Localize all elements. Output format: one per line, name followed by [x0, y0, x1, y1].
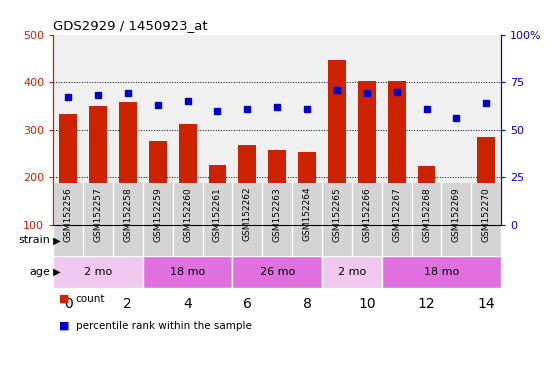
Bar: [298, 152, 316, 225]
Bar: [358, 81, 376, 225]
Text: GSM152259: GSM152259: [153, 187, 162, 242]
Text: GDS2929 / 1450923_at: GDS2929 / 1450923_at: [53, 19, 208, 32]
Text: 26 mo: 26 mo: [260, 267, 295, 277]
Bar: [119, 102, 137, 225]
Text: ▶: ▶: [50, 235, 61, 245]
Bar: [232, 256, 322, 288]
Text: GSM152264: GSM152264: [302, 187, 311, 242]
Text: GSM152267: GSM152267: [392, 187, 401, 242]
Bar: [328, 60, 346, 225]
Text: GSM152266: GSM152266: [362, 187, 371, 242]
Text: GSM152265: GSM152265: [333, 187, 342, 242]
Text: percentile rank within the sample: percentile rank within the sample: [76, 321, 251, 331]
Bar: [447, 188, 465, 225]
Bar: [322, 225, 501, 256]
Text: GSM152257: GSM152257: [94, 187, 102, 242]
Text: GSM152261: GSM152261: [213, 187, 222, 242]
Text: GSM152256: GSM152256: [64, 187, 73, 242]
Text: GSM152270: GSM152270: [482, 187, 491, 242]
Bar: [149, 141, 167, 225]
Text: GSM152269: GSM152269: [452, 187, 461, 242]
Bar: [268, 150, 286, 225]
Text: count: count: [76, 294, 105, 304]
Text: GSM152263: GSM152263: [273, 187, 282, 242]
Text: 18 mo: 18 mo: [424, 267, 459, 277]
Bar: [89, 106, 107, 225]
Text: DBA/2J: DBA/2J: [393, 235, 431, 245]
Bar: [388, 81, 405, 225]
Bar: [53, 256, 143, 288]
Text: GSM152268: GSM152268: [422, 187, 431, 242]
Text: GSM152258: GSM152258: [123, 187, 132, 242]
Text: C57BL/6J: C57BL/6J: [163, 235, 212, 245]
Bar: [382, 256, 501, 288]
Bar: [143, 256, 232, 288]
Text: ▶: ▶: [50, 267, 61, 277]
Text: 18 mo: 18 mo: [170, 267, 205, 277]
Bar: [208, 165, 226, 225]
Text: ■: ■: [59, 294, 69, 304]
Text: GSM152262: GSM152262: [243, 187, 252, 242]
Bar: [59, 114, 77, 225]
Bar: [53, 225, 322, 256]
Text: ■: ■: [59, 321, 69, 331]
Bar: [179, 124, 197, 225]
Text: 2 mo: 2 mo: [338, 267, 366, 277]
Text: GSM152260: GSM152260: [183, 187, 192, 242]
Bar: [239, 145, 256, 225]
Bar: [418, 166, 436, 225]
Text: 2 mo: 2 mo: [84, 267, 112, 277]
Text: age: age: [30, 267, 50, 277]
Bar: [322, 256, 382, 288]
Text: strain: strain: [18, 235, 50, 245]
Bar: [477, 137, 495, 225]
